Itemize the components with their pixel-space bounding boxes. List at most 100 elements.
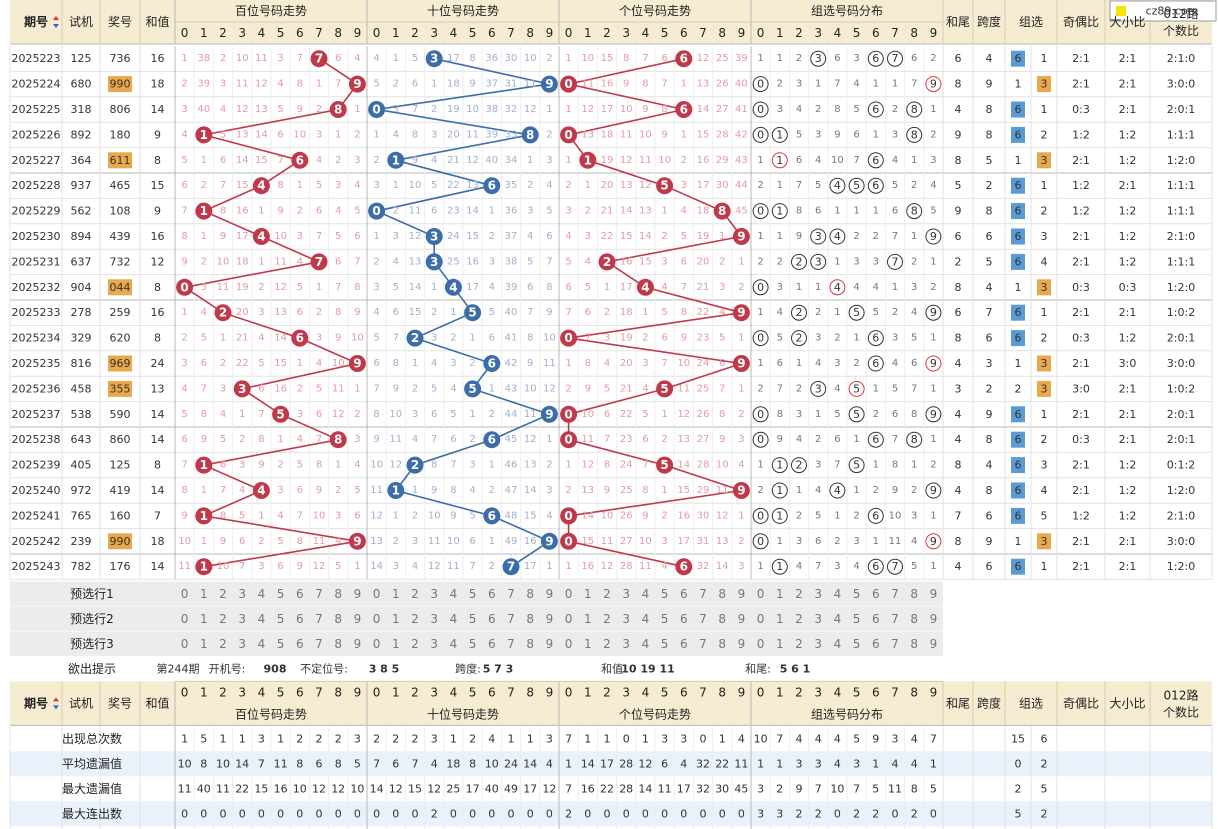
preselect-digit[interactable]: 5 (853, 587, 861, 601)
preselect-digit[interactable]: 5 (853, 637, 861, 651)
preselect-digit[interactable]: 8 (526, 637, 534, 651)
preselect-digit[interactable]: 0 (565, 637, 573, 651)
preselect-digit[interactable]: 0 (373, 587, 381, 601)
preselect-digit[interactable]: 9 (546, 637, 554, 651)
preselect-digit[interactable]: 2 (795, 587, 803, 601)
preselect-digit[interactable]: 1 (584, 587, 592, 601)
preselect-digit[interactable]: 7 (507, 637, 515, 651)
preselect-digit[interactable]: 6 (296, 587, 304, 601)
preselect-digit[interactable]: 9 (546, 612, 554, 626)
preselect-digit[interactable]: 1 (200, 612, 208, 626)
preselect-digit[interactable]: 7 (891, 587, 899, 601)
preselect-digit[interactable]: 0 (757, 587, 765, 601)
preselect-digit[interactable]: 4 (450, 637, 458, 651)
preselect-digit[interactable]: 1 (776, 637, 784, 651)
preselect-digit[interactable]: 4 (258, 612, 266, 626)
preselect-digit[interactable]: 5 (277, 612, 285, 626)
preselect-digit[interactable]: 6 (488, 637, 496, 651)
preselect-digit[interactable]: 2 (795, 612, 803, 626)
preselect-digit[interactable]: 7 (315, 637, 323, 651)
preselect-digit[interactable]: 2 (411, 637, 419, 651)
preselect-digit[interactable]: 4 (258, 587, 266, 601)
preselect-digit[interactable]: 8 (910, 587, 918, 601)
preselect-digit[interactable]: 5 (277, 587, 285, 601)
preselect-digit[interactable]: 8 (526, 612, 534, 626)
preselect-digit[interactable]: 3 (430, 612, 438, 626)
preselect-digit[interactable]: 3 (238, 587, 246, 601)
preselect-digit[interactable]: 8 (718, 587, 726, 601)
preselect-digit[interactable]: 6 (680, 637, 688, 651)
preselect-digit[interactable]: 8 (718, 612, 726, 626)
preselect-digit[interactable]: 9 (354, 587, 362, 601)
preselect-digit[interactable]: 1 (584, 612, 592, 626)
preselect-digit[interactable]: 2 (411, 587, 419, 601)
preselect-digit[interactable]: 3 (814, 637, 822, 651)
preselect-digit[interactable]: 6 (488, 587, 496, 601)
preselect-digit[interactable]: 7 (699, 587, 707, 601)
preselect-digit[interactable]: 8 (334, 587, 342, 601)
preselect-digit[interactable]: 6 (488, 612, 496, 626)
preselect-digit[interactable]: 0 (565, 587, 573, 601)
preselect-digit[interactable]: 5 (469, 637, 477, 651)
preselect-digit[interactable]: 0 (181, 587, 189, 601)
preselect-digit[interactable]: 5 (661, 612, 669, 626)
preselect-digit[interactable]: 6 (680, 612, 688, 626)
preselect-digit[interactable]: 0 (565, 612, 573, 626)
preselect-digit[interactable]: 9 (738, 587, 746, 601)
preselect-digit[interactable]: 4 (450, 587, 458, 601)
preselect-digit[interactable]: 3 (430, 587, 438, 601)
preselect-digit[interactable]: 2 (219, 612, 227, 626)
preselect-digit[interactable]: 6 (680, 587, 688, 601)
preselect-digit[interactable]: 8 (910, 637, 918, 651)
preselect-digit[interactable]: 3 (238, 637, 246, 651)
preselect-digit[interactable]: 1 (200, 637, 208, 651)
preselect-digit[interactable]: 8 (334, 637, 342, 651)
preselect-digit[interactable]: 7 (507, 587, 515, 601)
preselect-digit[interactable]: 3 (622, 587, 630, 601)
preselect-digit[interactable]: 9 (354, 612, 362, 626)
preselect-digit[interactable]: 4 (450, 612, 458, 626)
preselect-digit[interactable]: 3 (430, 637, 438, 651)
preselect-digit[interactable]: 9 (354, 637, 362, 651)
preselect-digit[interactable]: 9 (738, 637, 746, 651)
preselect-digit[interactable]: 6 (296, 637, 304, 651)
preselect-digit[interactable]: 2 (603, 637, 611, 651)
preselect-digit[interactable]: 5 (469, 587, 477, 601)
preselect-digit[interactable]: 4 (642, 612, 650, 626)
preselect-digit[interactable]: 3 (238, 612, 246, 626)
preselect-digit[interactable]: 1 (776, 612, 784, 626)
preselect-digit[interactable]: 2 (603, 612, 611, 626)
preselect-digit[interactable]: 2 (219, 587, 227, 601)
preselect-digit[interactable]: 4 (834, 587, 842, 601)
preselect-digit[interactable]: 1 (392, 637, 400, 651)
preselect-digit[interactable]: 5 (661, 587, 669, 601)
preselect-digit[interactable]: 2 (219, 637, 227, 651)
preselect-digit[interactable]: 0 (757, 612, 765, 626)
preselect-digit[interactable]: 4 (258, 637, 266, 651)
preselect-digit[interactable]: 4 (834, 637, 842, 651)
preselect-digit[interactable]: 1 (776, 587, 784, 601)
preselect-digit[interactable]: 4 (834, 612, 842, 626)
preselect-digit[interactable]: 2 (411, 612, 419, 626)
preselect-digit[interactable]: 2 (603, 587, 611, 601)
preselect-digit[interactable]: 0 (757, 637, 765, 651)
preselect-digit[interactable]: 9 (930, 612, 938, 626)
preselect-digit[interactable]: 0 (373, 612, 381, 626)
preselect-digit[interactable]: 1 (392, 587, 400, 601)
preselect-digit[interactable]: 7 (891, 612, 899, 626)
preselect-digit[interactable]: 9 (738, 612, 746, 626)
preselect-digit[interactable]: 8 (718, 637, 726, 651)
preselect-digit[interactable]: 7 (891, 637, 899, 651)
preselect-digit[interactable]: 7 (699, 612, 707, 626)
preselect-digit[interactable]: 6 (296, 612, 304, 626)
preselect-digit[interactable]: 0 (181, 637, 189, 651)
preselect-digit[interactable]: 7 (315, 612, 323, 626)
preselect-digit[interactable]: 5 (277, 637, 285, 651)
preselect-digit[interactable]: 1 (584, 637, 592, 651)
preselect-digit[interactable]: 7 (699, 637, 707, 651)
preselect-digit[interactable]: 0 (181, 612, 189, 626)
preselect-digit[interactable]: 9 (930, 637, 938, 651)
preselect-digit[interactable]: 6 (872, 637, 880, 651)
preselect-digit[interactable]: 8 (526, 587, 534, 601)
preselect-digit[interactable]: 3 (814, 587, 822, 601)
